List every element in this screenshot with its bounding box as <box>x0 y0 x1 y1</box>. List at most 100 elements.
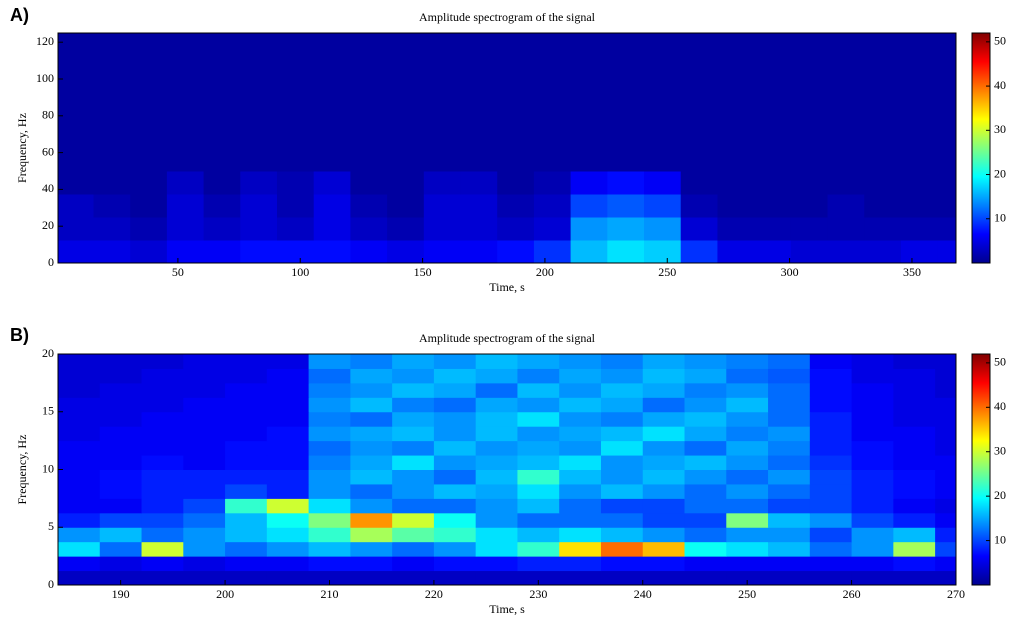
heatmap-cell <box>475 512 518 528</box>
heatmap-cell <box>203 56 241 80</box>
heatmap-cell <box>475 483 518 499</box>
heatmap-cell <box>166 194 205 218</box>
heatmap-cell <box>726 440 769 456</box>
heatmap-cell <box>790 102 829 126</box>
heatmap-cell <box>559 368 602 384</box>
heatmap-cell <box>99 426 143 442</box>
heatmap-cell <box>717 33 755 57</box>
heatmap-cell <box>726 354 769 369</box>
heatmap-cell <box>851 541 894 557</box>
heatmap-cell <box>266 527 310 543</box>
heatmap-cell <box>475 570 518 585</box>
heatmap-cell <box>570 33 608 57</box>
heatmap-cell <box>827 102 865 126</box>
heatmap-cell <box>680 102 718 126</box>
heatmap-cell <box>935 483 956 499</box>
y-tick-label: 5 <box>48 519 54 533</box>
heatmap-cell <box>392 440 435 456</box>
heatmap-cell <box>600 354 644 369</box>
heatmap-cell <box>684 527 727 543</box>
heatmap-cell <box>893 426 936 442</box>
heatmap-cell <box>851 455 894 470</box>
heatmap-cell <box>313 79 351 103</box>
heatmap-cell <box>475 397 518 413</box>
y-tick-label: 10 <box>42 461 54 475</box>
heatmap-cell <box>387 217 425 241</box>
heatmap-cell <box>350 426 393 442</box>
heatmap-cell <box>387 148 425 172</box>
heatmap-cell <box>58 217 94 241</box>
heatmap-cell <box>350 194 388 218</box>
heatmap-cell <box>726 426 769 442</box>
heatmap-cell <box>754 125 792 149</box>
heatmap-cell <box>570 240 608 263</box>
heatmap-cell <box>266 368 310 384</box>
heatmap-cell <box>851 469 894 485</box>
heatmap-cell <box>768 556 811 572</box>
heatmap-cell <box>308 570 351 585</box>
heatmap-cell <box>726 570 769 585</box>
heatmap-cell <box>684 397 727 413</box>
heatmap-cell <box>790 240 829 263</box>
heatmap-cell <box>392 512 435 528</box>
heatmap-cells <box>58 33 956 263</box>
heatmap-cell <box>276 33 315 57</box>
heatmap-cell <box>350 498 393 514</box>
heatmap-cell <box>350 440 393 456</box>
heatmap-cell <box>183 455 226 470</box>
heatmap-cell <box>533 194 572 218</box>
heatmap-cell <box>768 527 811 543</box>
heatmap-cell <box>790 148 829 172</box>
heatmap-cell <box>559 556 602 572</box>
heatmap-cell <box>308 455 351 470</box>
heatmap-cell <box>423 102 462 126</box>
heatmap-cell <box>266 411 310 427</box>
y-tick-label: 80 <box>42 108 54 122</box>
heatmap-cell <box>790 79 829 103</box>
heatmap-cell <box>642 440 686 456</box>
heatmap-cell <box>893 512 936 528</box>
y-tick-label: 20 <box>42 218 54 232</box>
heatmap-cell <box>308 397 351 413</box>
heatmap-cell <box>130 125 168 149</box>
heatmap-cell <box>644 125 682 149</box>
heatmap-cell <box>570 79 608 103</box>
heatmap-cell <box>183 368 226 384</box>
heatmap-cell <box>827 125 865 149</box>
heatmap-cell <box>754 194 792 218</box>
heatmap-cell <box>851 512 894 528</box>
heatmap-cell <box>266 426 310 442</box>
heatmap-cell <box>893 397 936 413</box>
heatmap-cell <box>475 354 518 369</box>
heatmap-cell <box>768 498 811 514</box>
heatmap-cell <box>387 125 425 149</box>
heatmap-cell <box>266 541 310 557</box>
heatmap-cell <box>225 426 268 442</box>
heatmap-cell <box>58 33 94 57</box>
heatmap-cell <box>141 368 184 384</box>
colorbar-tick-label: 50 <box>994 355 1006 369</box>
heatmap-cell <box>644 56 682 80</box>
heatmap-cell <box>58 171 94 195</box>
heatmap-cell <box>423 148 462 172</box>
heatmap-cell <box>308 426 351 442</box>
heatmap-cell <box>203 33 241 57</box>
heatmap-cell <box>58 426 101 442</box>
heatmap-cell <box>607 125 645 149</box>
heatmap-cell <box>893 368 936 384</box>
heatmap-cell <box>433 354 477 369</box>
heatmap-cell <box>433 541 477 557</box>
heatmap-cell <box>809 556 853 572</box>
heatmap-cell <box>809 483 853 499</box>
heatmap-cell <box>684 354 727 369</box>
heatmap-cell <box>935 411 956 427</box>
x-tick-label: 200 <box>216 587 234 601</box>
heatmap-cell <box>475 556 518 572</box>
heatmap-cell <box>423 240 462 263</box>
heatmap-cell <box>313 217 351 241</box>
colorbar-tick-label: 50 <box>994 34 1006 48</box>
heatmap-cell <box>809 527 853 543</box>
heatmap-cell <box>937 148 956 172</box>
heatmap-cell <box>99 498 143 514</box>
heatmap-cell <box>266 570 310 585</box>
